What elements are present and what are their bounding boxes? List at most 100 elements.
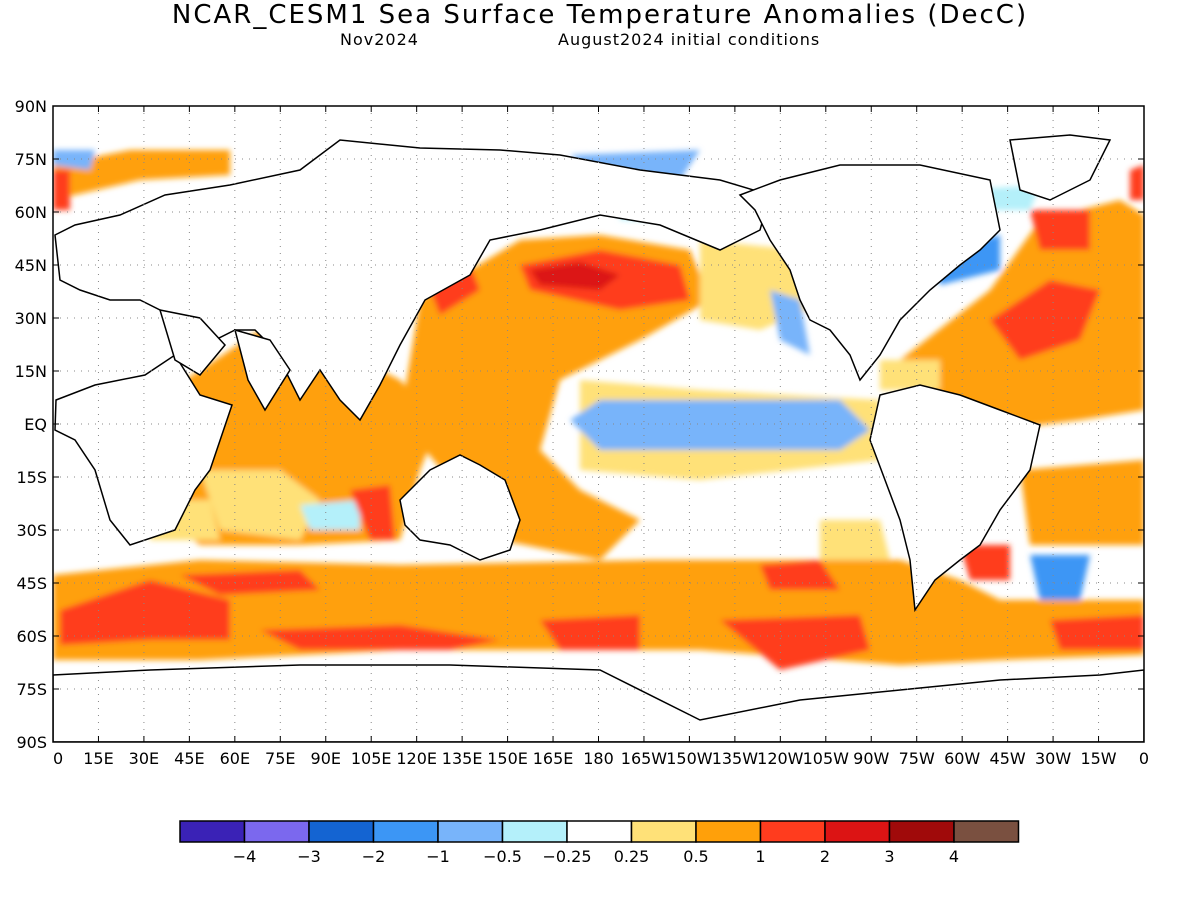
chart-title: NCAR_CESM1 Sea Surface Temperature Anoma… xyxy=(171,0,1029,30)
colorbar-label: 4 xyxy=(949,847,959,866)
colorbar-label: 0.25 xyxy=(614,847,650,866)
lat-label: 75N xyxy=(15,150,47,169)
colorbar-swatch xyxy=(308,820,375,843)
lon-label: 135W xyxy=(712,749,759,768)
lat-label: 90N xyxy=(15,97,47,116)
landmass-south-america xyxy=(869,384,1041,613)
lon-label: 120W xyxy=(757,749,804,768)
lon-label: 15W xyxy=(1080,749,1116,768)
colorbar-swatch xyxy=(695,820,762,843)
lat-label: EQ xyxy=(24,415,47,434)
lon-label: 120E xyxy=(396,749,437,768)
anomaly-patch xyxy=(880,360,940,390)
lon-label: 105W xyxy=(803,749,850,768)
colorbar-label: −0.25 xyxy=(542,847,591,866)
anomaly-patch xyxy=(60,580,230,645)
axis-ticks xyxy=(52,105,1145,743)
anomaly-patch xyxy=(53,170,70,210)
lon-label: 90E xyxy=(311,749,341,768)
lat-label: 15S xyxy=(16,468,47,487)
colorbar-swatch xyxy=(179,820,246,843)
anomaly-patch xyxy=(430,265,480,315)
lat-label: 15N xyxy=(15,362,47,381)
lat-label: 90S xyxy=(16,733,47,752)
colorbar-swatch xyxy=(759,820,826,843)
lon-label: 45W xyxy=(990,749,1026,768)
anomaly-patch xyxy=(530,262,620,290)
lon-label: 165E xyxy=(533,749,574,768)
colorbar-swatch xyxy=(888,820,955,843)
anomaly-patch xyxy=(260,625,500,650)
lon-label: 135E xyxy=(442,749,483,768)
anomaly-patch xyxy=(350,485,395,540)
longitude-labels: 0 15E 30E 45E 60E 75E 90E 105E 120E 135E 150E 165E 1… xyxy=(53,749,1149,768)
colorbar-swatch xyxy=(243,820,310,843)
colorbar-swatch xyxy=(501,820,568,843)
colorbar-swatch xyxy=(566,820,633,843)
anomaly-patch xyxy=(990,280,1100,360)
anomaly-patch xyxy=(200,470,320,540)
lat-label: 60S xyxy=(16,627,47,646)
lat-label: 30N xyxy=(15,309,47,328)
anomaly-patch xyxy=(1030,210,1090,250)
lat-label: 45S xyxy=(16,574,47,593)
colorbar-swatch xyxy=(630,820,697,843)
colorbar-label: −0.5 xyxy=(483,847,522,866)
landmass-north-america xyxy=(738,164,1001,382)
landmass-antarctica xyxy=(53,664,1144,742)
colorbar-label: −3 xyxy=(297,847,321,866)
map-gridlines xyxy=(53,106,1144,742)
anomaly-patch xyxy=(1050,615,1144,650)
anomaly-patch xyxy=(300,500,360,530)
colorbar-label: 1 xyxy=(755,847,765,866)
lon-label: 75E xyxy=(265,749,295,768)
latitude-labels: 90N 75N 60N 45N 30N 15N EQ 15S 30S 45S 60S 75S 90S xyxy=(15,97,47,752)
lon-label: 165W xyxy=(621,749,668,768)
anomaly-patch xyxy=(570,400,870,450)
lon-label: 0 xyxy=(53,749,63,768)
anomaly-patch xyxy=(720,615,870,670)
lon-label: 30E xyxy=(129,749,159,768)
lon-label: 75W xyxy=(899,749,935,768)
anomaly-patch xyxy=(1030,555,1090,600)
colorbar-labels: −4 −3 −2 −1 −0.5 −0.25 0.25 0.5 1 2 3 4 xyxy=(233,847,959,866)
lon-label: 90W xyxy=(853,749,889,768)
colorbar-label: 0.5 xyxy=(683,847,708,866)
colorbar-label: −4 xyxy=(233,847,257,866)
lon-label: 30W xyxy=(1035,749,1071,768)
anomaly-patch xyxy=(540,615,640,650)
lon-label: 180 xyxy=(583,749,614,768)
lon-label: 15E xyxy=(83,749,113,768)
anomaly-patch xyxy=(1020,460,1144,545)
anomaly-patch xyxy=(770,290,810,355)
lat-label: 60N xyxy=(15,203,47,222)
landmass-greenland xyxy=(1009,134,1112,201)
colorbar-swatch xyxy=(824,820,891,843)
lon-label: 150E xyxy=(487,749,528,768)
colorbar xyxy=(179,820,1020,843)
colorbar-swatch xyxy=(953,820,1020,843)
colorbar-swatch xyxy=(372,820,439,843)
anomaly-patch xyxy=(53,150,95,170)
colorbar-label: −1 xyxy=(426,847,450,866)
colorbar-label: 2 xyxy=(820,847,830,866)
anomaly-patch xyxy=(53,150,230,200)
initial-conditions: August2024 initial conditions xyxy=(558,30,821,49)
forecast-month: Nov2024 xyxy=(340,30,419,49)
lat-label: 45N xyxy=(15,256,47,275)
anomaly-patch xyxy=(1130,165,1144,200)
lat-label: 75S xyxy=(16,680,47,699)
anomaly-field xyxy=(53,106,1144,742)
anomaly-patch xyxy=(820,520,890,560)
anomaly-patch xyxy=(960,545,1010,580)
lat-label: 30S xyxy=(16,521,47,540)
lon-label: 60W xyxy=(944,749,980,768)
landmass-africa xyxy=(54,353,233,546)
lon-label: 45E xyxy=(174,749,204,768)
lon-label: 150W xyxy=(666,749,713,768)
lon-label: 60E xyxy=(220,749,250,768)
colorbar-swatch xyxy=(437,820,504,843)
lon-label: 105E xyxy=(351,749,392,768)
landmass-australia xyxy=(399,454,521,561)
